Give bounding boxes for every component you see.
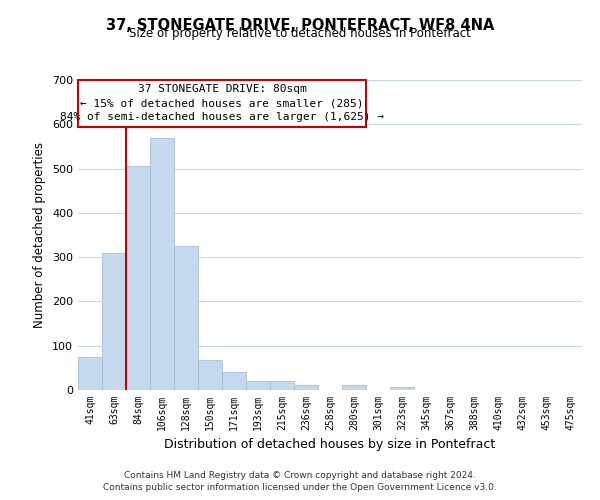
Bar — [78, 80, 366, 126]
Bar — [198, 360, 222, 390]
Text: 37 STONEGATE DRIVE: 80sqm
← 15% of detached houses are smaller (285)
84% of semi: 37 STONEGATE DRIVE: 80sqm ← 15% of detac… — [60, 84, 384, 122]
Bar — [270, 381, 294, 390]
Bar — [102, 252, 126, 390]
Y-axis label: Number of detached properties: Number of detached properties — [34, 142, 46, 328]
Bar — [174, 246, 198, 390]
Text: Contains HM Land Registry data © Crown copyright and database right 2024.
Contai: Contains HM Land Registry data © Crown c… — [103, 471, 497, 492]
Bar — [342, 384, 366, 390]
Bar — [246, 381, 270, 390]
Bar — [390, 387, 414, 390]
Bar — [222, 372, 246, 390]
Text: Size of property relative to detached houses in Pontefract: Size of property relative to detached ho… — [129, 28, 471, 40]
X-axis label: Distribution of detached houses by size in Pontefract: Distribution of detached houses by size … — [164, 438, 496, 452]
Bar — [150, 138, 174, 390]
Bar — [294, 384, 318, 390]
Bar — [78, 357, 102, 390]
Text: 37, STONEGATE DRIVE, PONTEFRACT, WF8 4NA: 37, STONEGATE DRIVE, PONTEFRACT, WF8 4NA — [106, 18, 494, 32]
Bar — [126, 166, 150, 390]
